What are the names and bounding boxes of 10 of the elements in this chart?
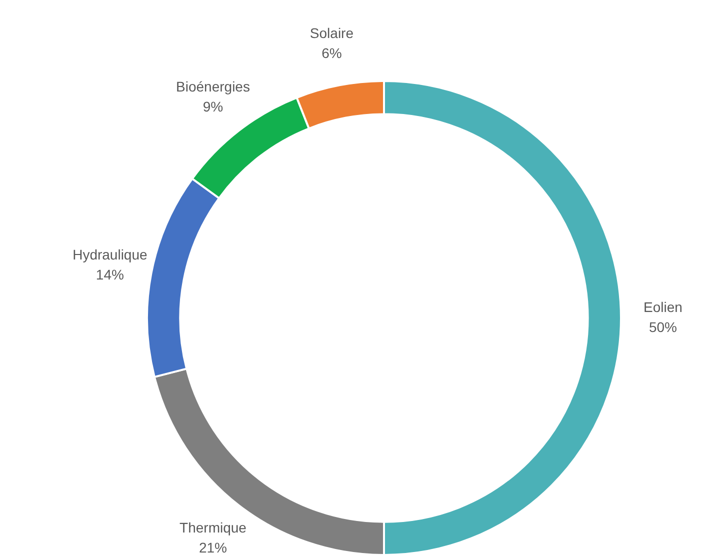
slice-label: Solaire <box>310 24 354 41</box>
data-label: 6% <box>322 44 342 61</box>
data-label: 50% <box>648 318 678 335</box>
data-label: 14% <box>96 266 124 283</box>
slice-label: Thermique <box>180 519 247 536</box>
slice-label: Eolien <box>644 298 682 315</box>
slice-label: Hydraulique <box>72 246 148 263</box>
data-label: 9% <box>202 98 224 114</box>
data-label: 21% <box>198 539 228 556</box>
slice-label: Bioénergies <box>176 78 250 94</box>
